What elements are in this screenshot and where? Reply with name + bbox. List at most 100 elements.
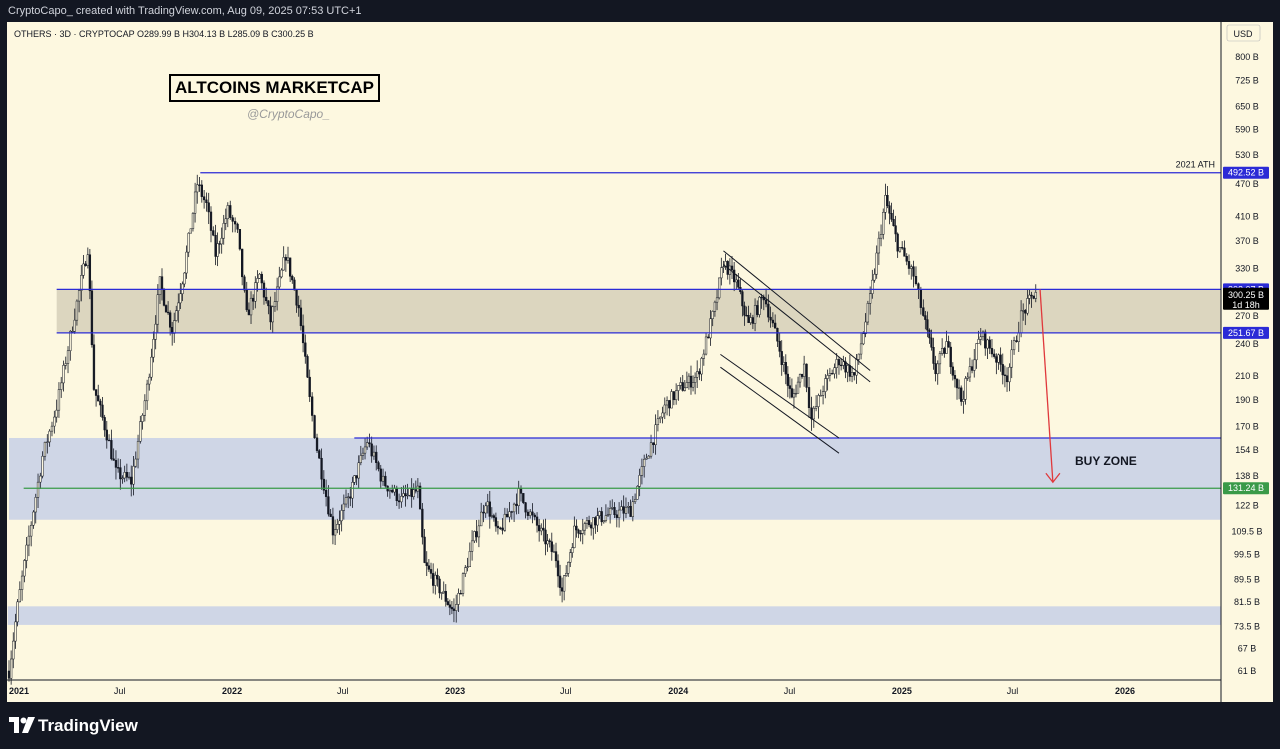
candle-body xyxy=(84,263,87,266)
candle-body xyxy=(269,305,272,323)
candle-body xyxy=(546,540,549,545)
candle-body xyxy=(152,339,155,358)
candle-body xyxy=(548,540,551,542)
candle-body xyxy=(866,303,870,323)
currency-selector[interactable] xyxy=(1226,24,1261,42)
candle-body xyxy=(745,314,748,317)
y-tick-label: 590 B xyxy=(1235,125,1259,135)
candle-body xyxy=(490,515,493,517)
candle-body xyxy=(327,496,330,515)
candle-body xyxy=(267,300,270,307)
candle-body xyxy=(410,487,413,498)
current-price-label: 300.25 B xyxy=(1228,290,1264,300)
chart-canvas[interactable]: 2021 ATH BUY ZONE USD 61 B 67 B 73.5 B 81.5 B 8… xyxy=(7,22,1273,702)
candle-body xyxy=(205,199,208,204)
candle-body xyxy=(299,307,303,327)
candle-body xyxy=(598,511,601,517)
candle-body xyxy=(515,503,518,506)
y-tick-label: 410 B xyxy=(1235,211,1259,221)
candle-body xyxy=(573,525,576,548)
candle-body xyxy=(696,371,699,378)
candle-body xyxy=(236,223,239,230)
candle-body xyxy=(743,305,746,316)
candle-body xyxy=(984,331,987,349)
countdown-label: 1d 18h xyxy=(1232,300,1260,310)
candle-body xyxy=(709,318,712,339)
x-tick-label: Jul xyxy=(337,686,349,696)
candle-body xyxy=(575,525,578,531)
candle-body xyxy=(608,508,612,515)
candle-body xyxy=(960,387,963,402)
candle-body xyxy=(656,418,660,425)
candle-body xyxy=(592,517,595,529)
candle-body xyxy=(535,516,539,526)
candle-body xyxy=(247,309,251,316)
candle-body xyxy=(338,520,341,525)
candle-body xyxy=(794,392,798,395)
candle-body xyxy=(243,276,246,291)
candle-body xyxy=(810,407,813,420)
candle-body xyxy=(143,400,147,416)
y-tick-label: 190 B xyxy=(1235,395,1259,405)
candle-body xyxy=(60,382,63,390)
candle-body xyxy=(173,320,176,334)
candle-body xyxy=(1030,294,1033,297)
candle-body xyxy=(977,339,980,344)
candle-body xyxy=(464,567,467,574)
candle-body xyxy=(873,273,876,281)
candle-body xyxy=(638,475,641,487)
candle-body xyxy=(254,282,257,302)
candle-body xyxy=(844,361,847,373)
candle-body xyxy=(677,385,680,391)
candle-body xyxy=(679,382,682,386)
candle-body xyxy=(355,475,358,479)
candle-body xyxy=(55,409,58,418)
candle-body xyxy=(34,497,37,513)
candle-body xyxy=(1032,295,1035,299)
candle-body xyxy=(817,395,820,407)
candle-body xyxy=(796,381,800,394)
y-tick-label: 650 B xyxy=(1235,102,1259,112)
candle-body xyxy=(594,517,597,526)
candle-body xyxy=(288,257,292,277)
candle-body xyxy=(583,523,587,531)
candle-body xyxy=(979,336,982,340)
x-tick-label: 2022 xyxy=(222,686,242,696)
candle-body xyxy=(544,529,547,545)
candle-body xyxy=(577,529,580,534)
candle-body xyxy=(999,354,1002,365)
candle-body xyxy=(842,361,845,366)
candle-body xyxy=(702,353,705,359)
candle-body xyxy=(499,527,502,529)
candle-body xyxy=(993,353,996,357)
candle-body xyxy=(229,205,232,218)
level-badge-label: 492.52 B xyxy=(1228,168,1264,178)
candle-body xyxy=(123,472,126,479)
chart-title: ALTCOINS MARKETCAP xyxy=(169,74,380,102)
candle-body xyxy=(722,266,725,268)
candle-body xyxy=(97,395,100,402)
candle-body xyxy=(461,573,465,594)
candle-body xyxy=(884,195,887,213)
candle-body xyxy=(315,437,319,451)
candle-body xyxy=(7,670,11,679)
candle-body xyxy=(340,510,343,522)
candle-body xyxy=(643,458,646,467)
credit-text: CryptoCapo_ created with TradingView.com… xyxy=(8,5,362,17)
x-tick-label: Jul xyxy=(784,686,796,696)
candle-body xyxy=(473,531,476,542)
candle-body xyxy=(558,575,562,588)
candle-body xyxy=(741,291,744,307)
candle-body xyxy=(207,202,210,213)
candle-body xyxy=(1003,374,1007,376)
candle-body xyxy=(306,356,309,378)
candle-body xyxy=(1022,310,1025,312)
lower-zone xyxy=(7,606,1221,625)
candle-body xyxy=(957,387,961,389)
candle-body xyxy=(962,398,965,402)
candle-body xyxy=(427,565,431,570)
chart-frame[interactable]: 2021 ATH BUY ZONE USD 61 B 67 B 73.5 B 81.5 B 8… xyxy=(7,22,1273,702)
candle-body xyxy=(442,591,445,594)
candle-body xyxy=(127,476,131,479)
level-badge xyxy=(1223,482,1269,495)
